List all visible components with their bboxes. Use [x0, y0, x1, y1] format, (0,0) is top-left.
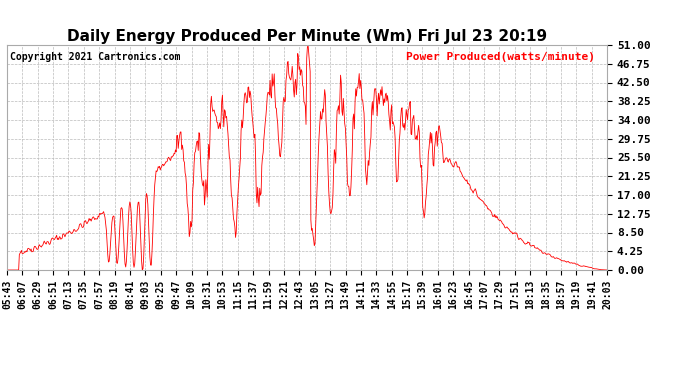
Title: Daily Energy Produced Per Minute (Wm) Fri Jul 23 20:19: Daily Energy Produced Per Minute (Wm) Fr… — [67, 29, 547, 44]
Text: Copyright 2021 Cartronics.com: Copyright 2021 Cartronics.com — [10, 52, 180, 62]
Text: Power Produced(watts/minute): Power Produced(watts/minute) — [406, 52, 595, 62]
